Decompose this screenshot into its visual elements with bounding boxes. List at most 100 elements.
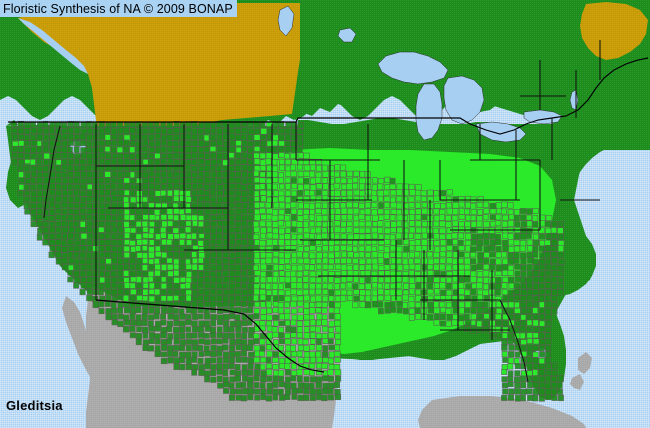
county-cell: [166, 146, 174, 153]
county-cell: [290, 201, 297, 209]
county-cell: [216, 350, 223, 357]
county-cell: [544, 221, 552, 228]
county-cell: [277, 369, 285, 377]
county-cell: [538, 313, 545, 321]
county-cell: [259, 220, 266, 227]
county-cell: [265, 283, 272, 290]
county-cell: [147, 276, 154, 283]
county-cell: [328, 214, 335, 221]
county-cell: [11, 127, 18, 134]
county-cell: [434, 202, 441, 209]
county-cell: [482, 201, 489, 208]
county-cell: [85, 164, 92, 171]
county-cell: [297, 202, 304, 209]
county-cell: [495, 301, 502, 308]
county-cell: [321, 394, 328, 402]
county-cell: [464, 301, 472, 308]
county-cell: [135, 338, 142, 346]
county-cell: [142, 282, 149, 289]
county-cell: [216, 332, 224, 339]
county-cell: [142, 189, 149, 197]
county-cell: [302, 251, 309, 259]
county-cell: [147, 345, 155, 352]
county-cell: [216, 375, 223, 383]
county-cell: [327, 388, 334, 395]
county-cell: [520, 394, 526, 402]
county-cell: [254, 140, 261, 147]
county-cell: [384, 239, 391, 245]
county-cell: [502, 245, 509, 252]
county-cell: [544, 295, 551, 301]
county-cell: [483, 239, 490, 246]
county-cell: [161, 220, 168, 228]
county-cell: [408, 196, 415, 203]
county-cell: [303, 294, 310, 302]
county-cell: [340, 282, 346, 290]
county-cell: [501, 264, 509, 271]
county-cell: [558, 258, 565, 265]
county-cell: [135, 307, 142, 314]
county-cell: [284, 158, 292, 165]
county-cell: [130, 220, 137, 226]
county-cell: [327, 264, 334, 271]
county-cell: [197, 282, 204, 288]
county-cell: [296, 375, 303, 383]
county-cell: [209, 152, 217, 159]
county-cell: [142, 332, 149, 339]
county-cell: [197, 209, 204, 216]
county-cell: [74, 158, 80, 165]
county-cell: [228, 165, 235, 172]
county-cell: [532, 289, 539, 296]
county-cell: [315, 295, 322, 302]
county-cell: [259, 146, 266, 153]
county-cell: [551, 295, 557, 302]
county-cell: [254, 394, 261, 401]
county-cell: [142, 165, 148, 172]
county-cell: [254, 301, 261, 308]
county-cell: [514, 233, 521, 240]
county-cell: [465, 319, 472, 326]
county-cell: [358, 245, 365, 252]
county-cell: [92, 239, 99, 246]
county-cell: [124, 319, 131, 326]
county-cell: [408, 202, 415, 209]
county-cell: [266, 350, 273, 358]
county-cell: [215, 121, 222, 128]
county-cell: [309, 338, 316, 345]
county-cell: [73, 245, 81, 252]
county-cell: [303, 178, 310, 185]
county-cell: [86, 276, 93, 283]
county-cell: [17, 190, 24, 197]
county-cell: [204, 153, 211, 160]
county-cell: [346, 226, 353, 233]
us-mexico-border: [95, 299, 325, 373]
county-cell: [259, 177, 266, 184]
county-cell: [253, 294, 259, 302]
county-cell: [315, 338, 322, 345]
county-cell: [216, 289, 223, 295]
county-cell: [85, 264, 92, 270]
county-cell: [229, 239, 236, 246]
county-cell: [216, 171, 223, 178]
county-cell: [241, 171, 248, 178]
county-cell: [241, 356, 248, 363]
county-cell: [272, 357, 279, 363]
county-cell: [123, 245, 130, 252]
county-cell: [278, 307, 284, 314]
county-cell: [80, 239, 86, 246]
county-cell: [526, 350, 533, 357]
county-cell: [446, 239, 453, 246]
county-cell: [55, 233, 62, 240]
county-cell: [129, 190, 135, 197]
county-cell: [439, 227, 446, 234]
county-cell: [241, 332, 248, 340]
county-cell: [557, 227, 564, 234]
county-cell: [507, 375, 514, 382]
county-cell: [173, 134, 180, 141]
county-cell: [160, 257, 167, 264]
county-cell: [278, 283, 284, 290]
county-cell: [153, 227, 161, 234]
county-cell: [110, 307, 118, 314]
county-cell: [155, 276, 162, 283]
county-cell: [80, 190, 86, 197]
